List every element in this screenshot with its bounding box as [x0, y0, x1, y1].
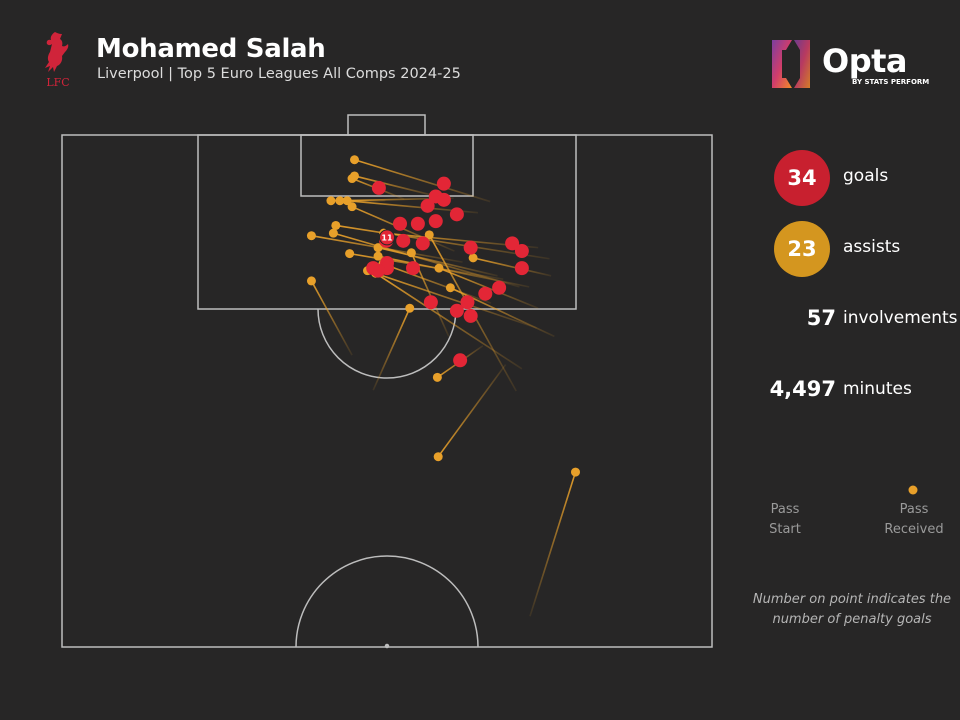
goal-point: [514, 244, 529, 259]
assist-point: [342, 196, 352, 206]
goal-point: [505, 236, 520, 251]
assist-point: [328, 228, 338, 238]
centre-spot: [384, 643, 390, 649]
assists-count: 23: [774, 221, 830, 277]
opta-mark-icon: [772, 40, 810, 88]
goals-count: 34: [774, 150, 830, 206]
pass-line: [375, 272, 523, 370]
club-logo-text: LFC: [46, 76, 69, 89]
pass-line: [354, 175, 438, 198]
opta-subtext: BY STATS PERFORM: [852, 78, 930, 86]
assist-point: [326, 196, 336, 206]
penalty-note: Number on point indicates the number of …: [752, 592, 952, 627]
goal-point: [371, 180, 386, 195]
pass-line: [382, 263, 492, 304]
assist-point: [306, 276, 316, 286]
pass-line: [372, 307, 411, 391]
penalty-arc: [317, 308, 457, 379]
goal-point: [478, 286, 493, 301]
assist-point: [445, 283, 455, 293]
header: LFC Mohamed Salah Liverpool | Top 5 Euro…: [0, 0, 960, 110]
assist-point: [331, 220, 341, 230]
penalty-goal-point: [379, 229, 395, 246]
assist-point: [350, 155, 359, 165]
goal-point: [449, 303, 464, 318]
centre-circle: [295, 555, 479, 648]
goal-point: [410, 216, 425, 231]
goal-point: [436, 192, 451, 207]
legend-pass-received: Pass Received: [884, 502, 944, 537]
involvements-label: involvements: [843, 308, 958, 328]
assist-point: [434, 263, 444, 273]
player-name: Mohamed Salah: [96, 34, 326, 64]
assist-point: [373, 243, 383, 253]
liverbird-logo: LFC: [45, 32, 70, 89]
opta-logo: Opta BY STATS PERFORM: [766, 36, 936, 96]
assist-point: [347, 174, 357, 184]
penalty-goal-label: 11: [381, 233, 393, 242]
goal-point: [514, 261, 529, 276]
pass-line: [472, 257, 552, 277]
assist-point: [306, 231, 316, 241]
goal-frame: [347, 114, 426, 136]
pass-line: [437, 364, 507, 458]
pass-received-dot: [908, 485, 918, 495]
goal-point: [393, 216, 407, 231]
assists-label: assists: [843, 237, 901, 257]
goals-stat: 34 goals: [770, 150, 960, 206]
assist-point: [373, 251, 383, 261]
goal-point: [371, 263, 386, 278]
goal-point: [453, 353, 468, 368]
pass-legend-line: [784, 485, 918, 495]
goal-point: [492, 280, 507, 295]
minutes-label: minutes: [843, 379, 912, 399]
chart-marks: 11: [306, 155, 580, 617]
subtitle: Liverpool | Top 5 Euro Leagues All Comps…: [97, 66, 461, 82]
assist-point: [405, 303, 415, 313]
assist-point: [424, 230, 434, 240]
goal-point: [463, 240, 478, 255]
legend-pass-start: Pass Start: [769, 502, 801, 537]
assists-stat: 23 assists: [770, 221, 960, 277]
assist-point: [335, 196, 345, 206]
goal-point: [436, 176, 451, 191]
pitch-outline: [61, 134, 713, 648]
pass-line: [310, 280, 353, 356]
goal-point: [449, 207, 464, 222]
involvements-count: 57: [806, 306, 836, 330]
pitch-lines: [61, 114, 713, 649]
goals-label: goals: [843, 166, 889, 186]
minutes-count: 4,497: [769, 377, 836, 401]
pass-line: [367, 269, 537, 329]
involvements-stat: 57 involvements: [770, 292, 960, 348]
goal-point: [406, 261, 420, 276]
goal-point: [423, 295, 438, 310]
assist-point: [433, 452, 443, 462]
goal-point: [463, 308, 478, 323]
goal-point: [428, 214, 443, 229]
goal-point: [460, 295, 475, 310]
pass-line: [335, 224, 550, 260]
pass-line: [377, 255, 530, 288]
minutes-stat: 4,497 minutes: [770, 363, 960, 419]
pass-line: [311, 234, 463, 263]
opta-wordmark: Opta: [822, 42, 908, 80]
assist-point: [347, 202, 357, 212]
pass-line: [529, 471, 577, 617]
goal-point: [415, 236, 430, 251]
pass-line: [377, 246, 498, 277]
goal-point: [420, 198, 435, 213]
assist-point: [571, 467, 580, 477]
assist-point: [432, 372, 442, 382]
pitch-chart: 11: [61, 114, 713, 649]
goal-point: [396, 233, 411, 248]
assist-point: [406, 248, 416, 258]
assist-point: [468, 253, 478, 263]
pass-legend: Pass Start Pass Received: [760, 478, 950, 548]
assist-point: [345, 249, 355, 259]
pass-line: [354, 158, 491, 203]
